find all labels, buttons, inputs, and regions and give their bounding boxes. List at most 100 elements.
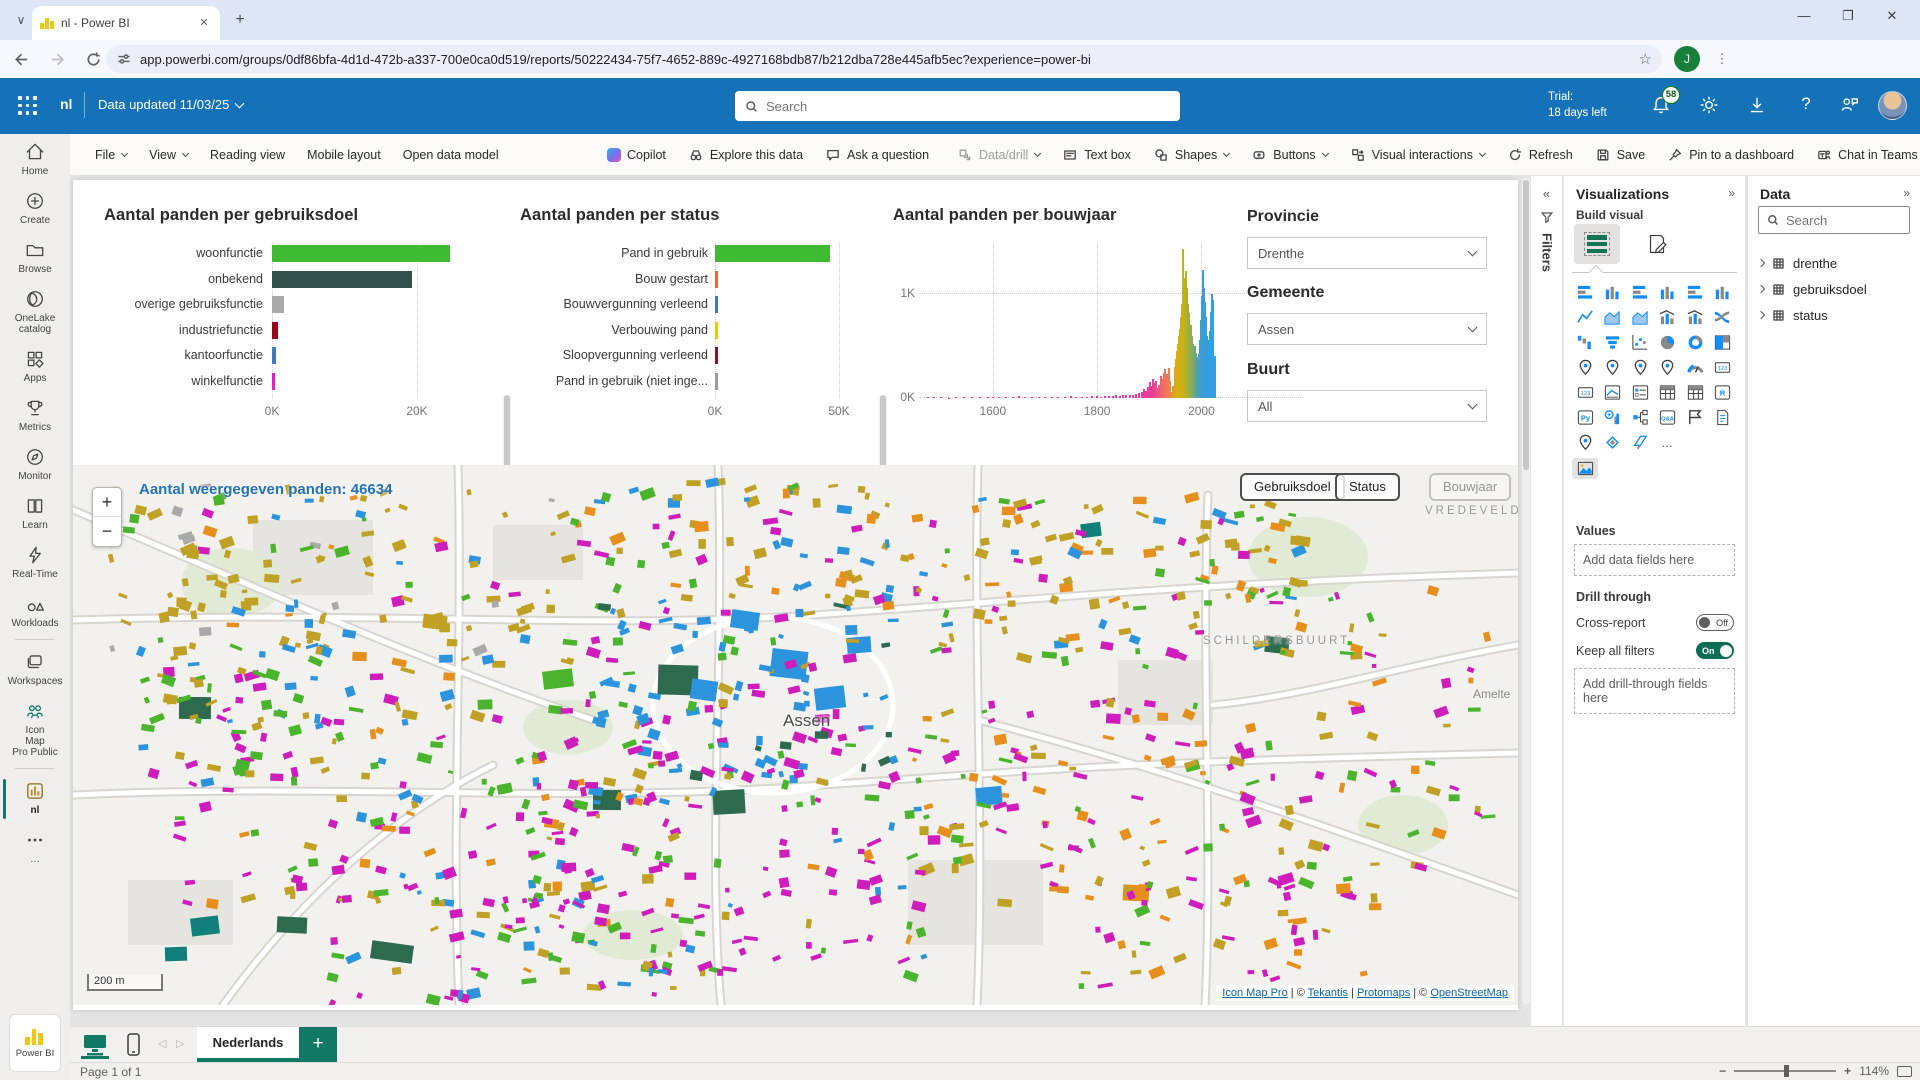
visual-panden-per-gebruiksdoel[interactable]: Aantal panden per gebruiksdoelwoonfuncti… xyxy=(104,206,504,460)
powerbi-footer-logo[interactable]: Power BI xyxy=(9,1014,61,1072)
attribution-link[interactable]: Icon Map Pro xyxy=(1222,987,1287,999)
zoom-in-icon[interactable]: + xyxy=(1844,1064,1851,1078)
user-avatar[interactable] xyxy=(1878,91,1907,120)
map-mode-button-gebruiksdoel[interactable]: Gebruiksdoel xyxy=(1240,473,1345,501)
sidebar-item-nl[interactable]: nl xyxy=(0,773,70,822)
bookmark-star-icon[interactable]: ☆ xyxy=(1639,50,1652,68)
add-drill-through-well[interactable]: Add drill-through fields here xyxy=(1574,668,1735,714)
visual-type-icon-map-pro[interactable] xyxy=(1572,458,1598,479)
zoom-out-icon[interactable]: − xyxy=(1719,1064,1726,1078)
visual-type-power-apps[interactable] xyxy=(1600,432,1626,453)
buttons-button[interactable]: Buttons xyxy=(1240,134,1338,175)
zoom-slider-handle[interactable] xyxy=(1784,1065,1789,1077)
notifications-icon[interactable]: 58 xyxy=(1650,94,1674,118)
visual-type-treemap[interactable] xyxy=(1710,332,1736,353)
text-box-button[interactable]: Text box xyxy=(1051,134,1142,175)
bar-sloopvergunning-verleend[interactable] xyxy=(715,347,718,364)
map-zoom-out-button[interactable]: − xyxy=(93,517,121,546)
visual-type-filled-map[interactable] xyxy=(1600,357,1626,378)
data-search-input[interactable] xyxy=(1786,213,1902,228)
site-controls-icon[interactable] xyxy=(116,51,132,67)
bar-pand-in-gebruik-niet-inge[interactable] xyxy=(715,373,718,390)
settings-gear-icon[interactable] xyxy=(1698,94,1722,118)
map-mode-button-bouwjaar[interactable]: Bouwjaar xyxy=(1429,473,1511,501)
refresh-button[interactable]: Refresh xyxy=(1496,134,1584,175)
slicer-dropdown-gemeente[interactable]: Assen xyxy=(1247,313,1487,345)
window-close-icon[interactable]: ✕ xyxy=(1870,0,1914,34)
field-table-drenthe[interactable]: drenthe xyxy=(1758,250,1913,276)
visual-panden-per-status[interactable]: Aantal panden per statusPand in gebruikB… xyxy=(520,206,915,460)
reading-view-button[interactable]: Reading view xyxy=(199,134,296,175)
copilot-button[interactable]: Copilot xyxy=(596,134,677,175)
address-bar[interactable]: ☆ xyxy=(106,45,1662,73)
tab-search-icon[interactable]: ∨ xyxy=(8,8,34,34)
sidebar-item-onelake-catalog[interactable]: OneLakecatalog xyxy=(0,281,70,341)
expand-chevron-icon[interactable] xyxy=(1757,311,1765,319)
expand-chevron-icon[interactable] xyxy=(1757,259,1765,267)
save-button[interactable]: Save xyxy=(1584,134,1657,175)
visual-type-card[interactable]: 123 xyxy=(1710,357,1736,378)
sidebar-item-metrics[interactable]: Metrics xyxy=(0,390,70,439)
map-canvas[interactable] xyxy=(73,465,1518,1005)
visual-type-kpi[interactable] xyxy=(1600,382,1626,403)
sidebar-item-real-time[interactable]: Real-Time xyxy=(0,537,70,586)
keep-all-filters-toggle[interactable]: On xyxy=(1696,642,1734,659)
view-button[interactable]: View xyxy=(138,134,199,175)
visual-type-r-script-visual[interactable]: R xyxy=(1710,382,1736,403)
visual-type-funnel-chart[interactable] xyxy=(1600,332,1626,353)
visual-type-table[interactable] xyxy=(1655,382,1681,403)
visual-type-q-and-a[interactable]: Q&A xyxy=(1655,407,1681,428)
visual-type-map[interactable] xyxy=(1572,357,1598,378)
forward-icon[interactable] xyxy=(42,44,72,74)
visual-type-scatter-chart[interactable] xyxy=(1627,332,1653,353)
tab-build-visual[interactable] xyxy=(1574,224,1620,264)
bar-woonfunctie[interactable] xyxy=(272,245,450,262)
visual-type-matrix[interactable] xyxy=(1682,382,1708,403)
bar-industriefunctie[interactable] xyxy=(272,322,278,339)
sidebar-item-browse[interactable]: Browse xyxy=(0,232,70,281)
bar-bouwvergunning-verleend[interactable] xyxy=(715,296,718,313)
explore-this-data-button[interactable]: Explore this data xyxy=(677,134,814,175)
visual-type-clustered-bar-chart[interactable] xyxy=(1627,282,1653,303)
visual-type-arcgis-map[interactable] xyxy=(1572,432,1598,453)
visual-interactions-button[interactable]: Visual interactions xyxy=(1339,134,1496,175)
bar-kantoorfunctie[interactable] xyxy=(272,347,276,364)
sidebar-item-icon-map-pro-public[interactable]: IconMap Pro Public xyxy=(0,693,70,764)
visual-type-python-visual[interactable]: Py xyxy=(1572,407,1598,428)
pin-to-a-dashboard-button[interactable]: Pin to a dashboard xyxy=(1656,134,1805,175)
sidebar-item-workloads[interactable]: Workloads xyxy=(0,586,70,635)
map-zoom-in-button[interactable]: + xyxy=(93,488,121,517)
visual-type-clustered-column-chart[interactable] xyxy=(1655,282,1681,303)
get-more-visuals-icon[interactable]: … xyxy=(1655,432,1681,453)
icon-map-visual[interactable]: Aantal weergegeven panden: 46634 + − Geb… xyxy=(73,465,1518,1005)
slicer-dropdown-provincie[interactable]: Drenthe xyxy=(1247,237,1487,269)
browser-menu-icon[interactable]: ⋮ xyxy=(1712,46,1732,72)
visual-type-decomposition-tree[interactable] xyxy=(1627,407,1653,428)
tab-close-icon[interactable]: ✕ xyxy=(196,15,212,31)
back-icon[interactable] xyxy=(6,44,36,74)
mobile-layout-button[interactable]: Mobile layout xyxy=(296,134,392,175)
next-page-icon[interactable]: ▷ xyxy=(176,1037,184,1050)
desktop-layout-icon[interactable] xyxy=(80,1032,110,1058)
new-tab-button[interactable]: + xyxy=(230,11,250,31)
visual-type-line-and-clustered-column-chart[interactable] xyxy=(1682,307,1708,328)
expand-chevron-icon[interactable] xyxy=(1757,285,1765,293)
window-restore-icon[interactable]: ❐ xyxy=(1826,0,1870,34)
app-launcher-icon[interactable] xyxy=(18,96,38,116)
visual-type-area-chart[interactable] xyxy=(1600,307,1626,328)
add-data-fields-well[interactable]: Add data fields here xyxy=(1574,544,1735,576)
attribution-link[interactable]: Tekantis xyxy=(1308,987,1348,999)
slicer-dropdown-buurt[interactable]: All xyxy=(1247,390,1487,422)
sidebar-item-workspaces[interactable]: Workspaces xyxy=(0,644,70,693)
visual-panden-per-bouwjaar[interactable]: Aantal panden per bouwjaar1K0K1600180020… xyxy=(893,206,1303,460)
fit-to-page-icon[interactable] xyxy=(1897,1066,1912,1077)
field-table-status[interactable]: status xyxy=(1758,302,1913,328)
collapse-data-icon[interactable]: » xyxy=(1903,186,1910,200)
visual-type-line-chart[interactable] xyxy=(1572,307,1598,328)
visual-type-paginated-report[interactable] xyxy=(1710,407,1736,428)
previous-page-icon[interactable]: ◁ xyxy=(158,1037,166,1050)
visual-type-donut-chart[interactable] xyxy=(1682,332,1708,353)
bar-winkelfunctie[interactable] xyxy=(272,373,275,390)
visual-type-100-stacked-column-chart[interactable] xyxy=(1710,282,1736,303)
data-search-box[interactable] xyxy=(1758,206,1910,234)
